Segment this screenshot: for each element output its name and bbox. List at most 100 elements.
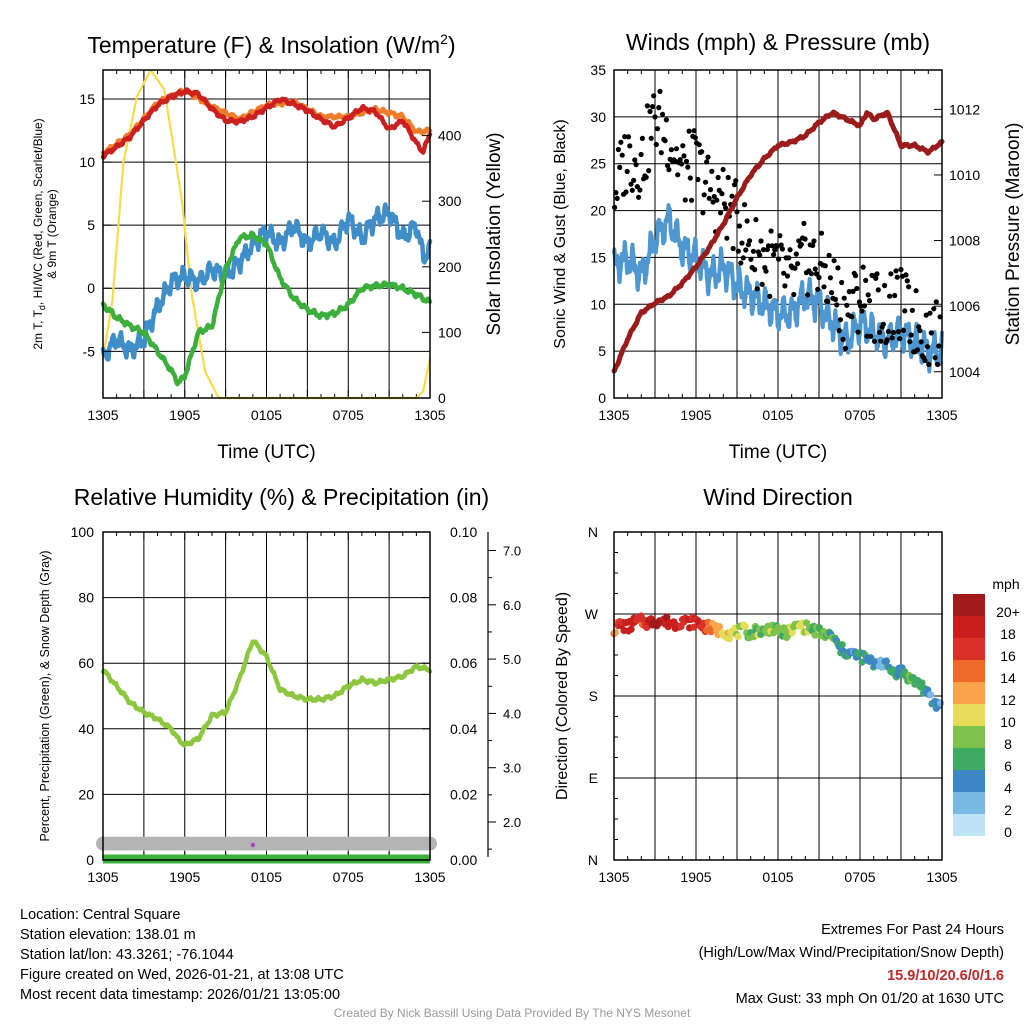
gust-point: [720, 166, 726, 173]
x-axis-label: Time (UTC): [217, 442, 316, 463]
winds-panel: Winds (mph) & Pressure (mb) 0 5 10 15 20 25 30 3…: [552, 29, 1024, 463]
x-tick-label: 1305: [926, 869, 957, 885]
x-tick-label: 1305: [598, 869, 629, 885]
y-tick-label: 30: [590, 109, 606, 125]
gust-point: [637, 187, 643, 193]
gust-point: [680, 143, 686, 149]
gust-point: [750, 248, 757, 254]
gust-point: [687, 175, 693, 181]
y-axis-label: Percent, Precipitation (Green), & Snow D…: [38, 550, 52, 841]
legend-label: 14: [1000, 670, 1016, 686]
legend-title: mph: [992, 576, 1019, 592]
gust-point: [782, 283, 788, 289]
gust-point: [898, 266, 904, 273]
y-tick-label: 0: [87, 280, 95, 296]
gust-point: [649, 104, 656, 110]
gust-point: [653, 141, 659, 148]
gust-point: [791, 291, 797, 298]
gust-point: [734, 209, 740, 215]
gust-point: [629, 187, 635, 193]
gust-point: [897, 336, 903, 342]
gust-point: [767, 293, 773, 299]
figure-created: Figure created on Wed, 2026-01-21, at 13…: [20, 967, 344, 983]
gust-point: [861, 303, 868, 309]
direction-point: [725, 635, 734, 643]
y2-tick-label: 0.04: [450, 721, 477, 737]
y-axis-label: 2m T, Td, HI/WC (Red, Green, Scarlet/Blu…: [31, 118, 47, 349]
y2-axis-label: Station Pressure (Maroon): [1003, 123, 1024, 346]
y2-axis-label: Solar Insolation (Yellow): [484, 132, 505, 335]
legend-label: 4: [1004, 780, 1012, 796]
x-tick-label: 0105: [762, 407, 793, 423]
y-tick-label: 10: [79, 154, 95, 170]
gust-point: [841, 295, 847, 301]
gust-point: [801, 220, 807, 226]
gust-point: [935, 361, 941, 367]
gust-point: [834, 302, 840, 308]
gust-point: [700, 210, 706, 216]
gust-point: [909, 307, 916, 313]
gust-point: [776, 256, 782, 262]
gust-point: [765, 243, 772, 249]
gust-point: [647, 108, 653, 115]
gust-point: [882, 282, 888, 289]
gust-point: [730, 245, 736, 252]
x-tick-label: 1905: [169, 869, 200, 885]
gust-point: [936, 343, 942, 349]
gust-point: [871, 338, 878, 344]
gust-point: [745, 242, 752, 248]
y2-tick-label: 0.02: [450, 786, 477, 802]
gust-point: [866, 298, 873, 304]
gust-point: [793, 251, 799, 257]
gust-point: [740, 255, 746, 261]
gust-point: [914, 347, 921, 353]
legend-swatch: [953, 748, 985, 770]
gust-point: [856, 299, 863, 305]
gust-point: [652, 114, 658, 120]
gust-point: [812, 266, 818, 272]
gust-point: [673, 146, 680, 152]
snow-axis-label: 7.0: [503, 544, 521, 559]
gust-point: [714, 197, 720, 203]
gust-point: [699, 149, 705, 155]
x-tick-label: 1305: [414, 407, 445, 423]
gust-point: [623, 189, 629, 195]
gust-point: [662, 138, 668, 144]
gust-point: [742, 202, 748, 208]
gust-point: [705, 154, 711, 160]
gust-point: [706, 195, 712, 201]
gust-point: [832, 296, 839, 302]
gust-point: [619, 152, 625, 158]
direction-point: [715, 623, 724, 631]
chart-title: Winds (mph) & Pressure (mb): [626, 29, 930, 55]
gust-point: [835, 265, 841, 271]
direction-point: [627, 625, 635, 633]
gust-point: [748, 256, 754, 262]
plot-border: [102, 69, 431, 399]
y-tick-label: E: [589, 770, 598, 786]
direction-point: [734, 633, 742, 641]
direction-point: [611, 629, 620, 637]
gust-point: [754, 286, 760, 292]
y2-tick-label: 300: [438, 193, 462, 209]
gust-point: [798, 241, 804, 247]
gust-point: [822, 263, 828, 269]
gust-point: [932, 355, 938, 361]
legend-swatch: [953, 638, 985, 660]
station-elevation: Station elevation: 138.01 m: [20, 927, 196, 943]
y-tick-label: 0: [598, 390, 606, 406]
gust-point: [802, 236, 808, 242]
gust-point: [863, 277, 869, 283]
y-tick-label: W: [585, 606, 599, 622]
gust-point: [711, 193, 717, 200]
gust-point: [795, 261, 801, 267]
direction-point: [937, 699, 945, 707]
recent-data-timestamp: Most recent data timestamp: 2026/01/21 1…: [20, 987, 341, 1003]
gust-point: [826, 252, 832, 258]
y-tick-label: 5: [598, 343, 606, 359]
gust-point: [666, 167, 672, 173]
gust-point: [709, 168, 715, 174]
gust-point: [725, 174, 731, 181]
gust-point: [821, 284, 827, 290]
